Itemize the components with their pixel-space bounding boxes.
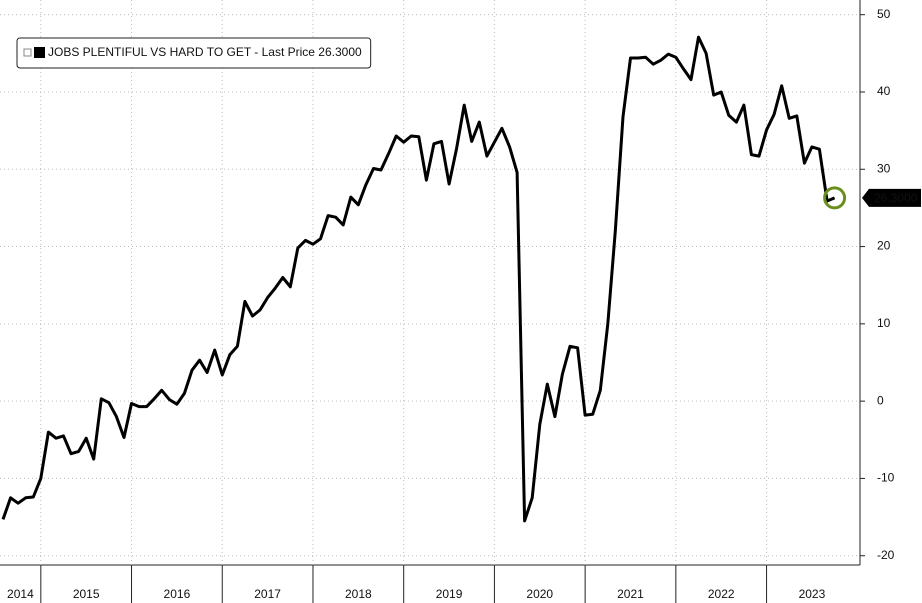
x-tick-label: 2016 <box>164 587 191 601</box>
x-tick-label: 2020 <box>526 587 553 601</box>
y-tick-label: 10 <box>877 316 891 330</box>
line <box>1 35 836 523</box>
legend-label: JOBS PLENTIFUL VS HARD TO GET - Last Pri… <box>48 45 362 59</box>
y-tick-label: 20 <box>877 239 891 253</box>
x-tick-label: 2021 <box>617 587 644 601</box>
legend: JOBS PLENTIFUL VS HARD TO GET - Last Pri… <box>16 37 372 69</box>
x-tick-label: 2014 <box>7 587 34 601</box>
y-tick-label: -10 <box>877 471 895 485</box>
last-price-label: 26.3000 <box>874 191 918 205</box>
x-tick-label: 2018 <box>345 587 372 601</box>
last-point-highlight <box>823 186 847 210</box>
legend-expand <box>23 48 32 57</box>
last-price-tag <box>862 188 921 207</box>
x-tick-label: 2023 <box>799 587 826 601</box>
y-tick-label: 40 <box>877 84 891 98</box>
y-tick-label: -20 <box>877 548 895 562</box>
x-tick-label: 2017 <box>254 587 281 601</box>
legend-box <box>16 37 372 69</box>
x-tick-label: 2019 <box>436 587 463 601</box>
y-tick-label: 30 <box>877 161 891 175</box>
legend-swatch <box>34 47 45 58</box>
x-tick-label: 2022 <box>708 587 735 601</box>
y-tick-label: 50 <box>877 7 891 21</box>
y-tick-label: 0 <box>877 393 884 407</box>
x-tick-label: 2015 <box>73 587 100 601</box>
